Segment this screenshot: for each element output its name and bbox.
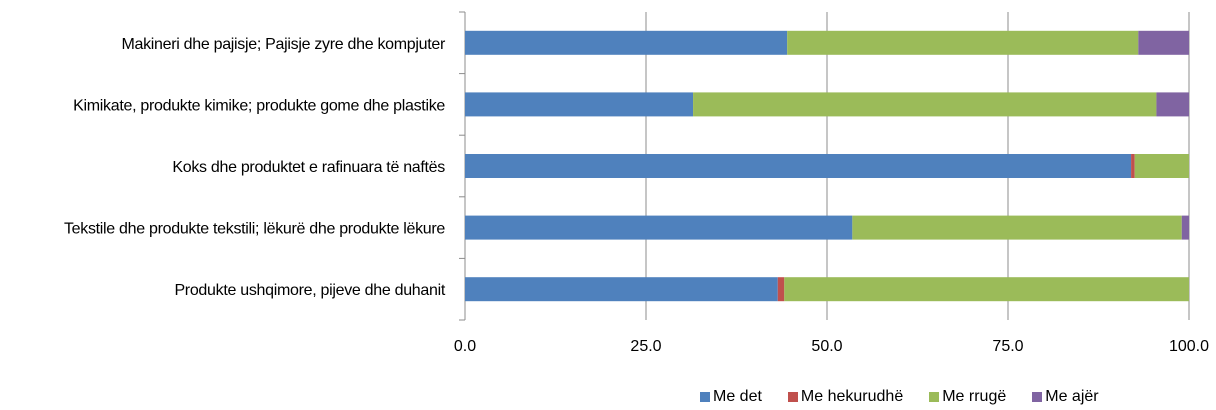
bar-segment <box>1138 30 1189 55</box>
x-tick-label: 50.0 <box>811 338 842 355</box>
bar-segment <box>465 215 853 240</box>
legend-label: Me rrugë <box>942 388 1007 405</box>
legend-item: Me det <box>700 388 762 406</box>
bar-segment <box>1181 215 1189 240</box>
bar-segment <box>465 277 778 302</box>
bar-segment <box>852 215 1182 240</box>
bar-segment <box>777 277 785 302</box>
bar-segment <box>1156 92 1189 117</box>
bar-segment <box>693 92 1157 117</box>
bar-segment <box>465 92 694 117</box>
x-tick-label: 25.0 <box>630 338 661 355</box>
bar-segment <box>1131 154 1135 178</box>
bar-segment <box>465 154 1132 178</box>
category-label: Makineri dhe pajisje; Pajisje zyre dhe k… <box>121 36 446 53</box>
legend-item: Me hekurudhë <box>787 388 904 406</box>
category-label: Koks dhe produktet e rafinuara të naftës <box>172 159 445 176</box>
legend-swatch <box>1032 392 1043 402</box>
legend-item: Me rrugë <box>929 388 1006 406</box>
bar-segment <box>465 30 788 55</box>
x-tick-label: 0.0 <box>454 338 476 355</box>
bar-segment <box>1134 154 1189 178</box>
category-label: Kimikate, produkte kimike; produkte gome… <box>73 97 445 114</box>
legend-swatch <box>700 392 710 402</box>
legend-label: Me hekurudhë <box>800 388 904 405</box>
category-label: Tekstile dhe produkte tekstili; lëkurë d… <box>64 221 445 238</box>
legend-swatch <box>787 392 798 402</box>
x-tick-label: 100.0 <box>1169 338 1209 355</box>
chart-plot: 0.0 25.0 50.0 75.0 100.0 Makineri dhe pajisje… <box>64 11 1209 355</box>
bar-segment <box>784 277 1189 302</box>
legend-swatch <box>929 392 940 402</box>
legend-label: Me ajër <box>1045 388 1099 405</box>
legend-label: Me det <box>713 388 762 405</box>
legend-item: Me ajër <box>1032 388 1099 406</box>
x-tick-label: 75.0 <box>992 338 1023 355</box>
chart-legend: Me det Me hekurudhë Me rrugë Me ajër <box>700 386 1216 408</box>
category-label: Produkte ushqimore, pijeve dhe duhanit <box>174 282 445 299</box>
bar-segment <box>787 30 1139 55</box>
